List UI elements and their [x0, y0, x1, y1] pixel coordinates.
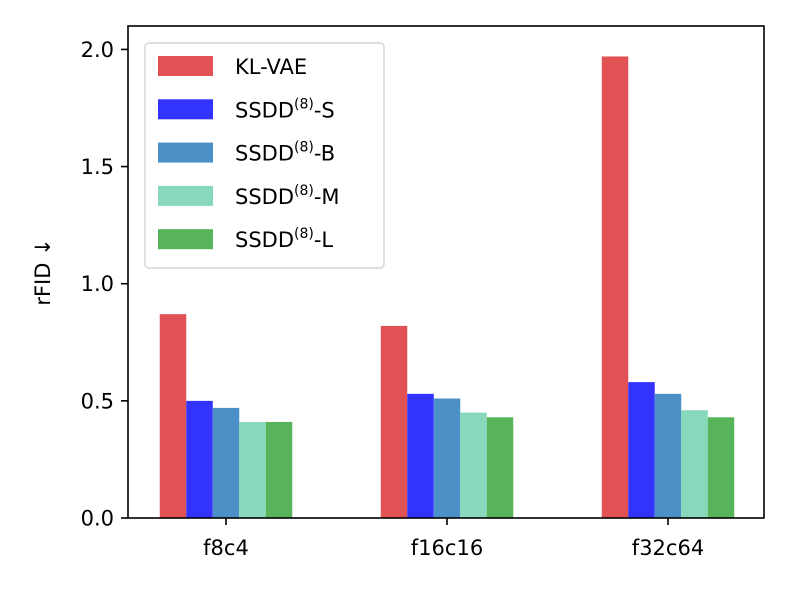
y-tick-label: 0.5: [81, 389, 114, 413]
y-axis: 0.0 0.5 1.0 1.5 2.0: [81, 38, 128, 531]
legend-swatch: [158, 142, 213, 163]
y-tick-label: 0.0: [81, 507, 114, 531]
x-tick-label: f8c4: [203, 536, 249, 560]
bar-f8c4-SSDD(8)-S: [186, 400, 213, 518]
bar-f8c4-SSDD(8)-B: [212, 407, 240, 518]
bar-f16c16-SSDD(8)-L: [486, 417, 514, 518]
legend-label: SSDD(8)-S: [235, 96, 335, 122]
bar-f8c4-SSDD(8)-M: [239, 421, 266, 518]
bar-f32c64-SSDD(8)-S: [628, 382, 655, 518]
bar-f8c4-SSDD(8)-L: [265, 421, 293, 518]
y-axis-label: rFID ↓: [31, 238, 55, 305]
legend-swatch: [158, 185, 213, 206]
plot-frame: [127, 25, 765, 519]
bar-f16c16-KL-VAE: [380, 325, 408, 518]
x-axis: f8c4 f16c16 f32c64: [203, 518, 704, 560]
bar-f16c16-SSDD(8)-M: [460, 412, 487, 518]
legend-label: KL-VAE: [235, 55, 307, 79]
legend-swatch: [158, 56, 213, 76]
legend-box: [144, 42, 385, 269]
x-tick-label: f32c64: [632, 536, 704, 560]
legend-label: SSDD(8)-B: [235, 140, 335, 166]
bar-f32c64-KL-VAE: [601, 56, 629, 519]
y-tick-label: 2.0: [81, 38, 114, 62]
legend-swatch: [158, 229, 213, 250]
y-tick-label: 1.0: [81, 272, 114, 296]
bar-f32c64-SSDD(8)-M: [681, 410, 708, 518]
bar-f16c16-SSDD(8)-B: [433, 398, 461, 518]
legend: KL-VAE SSDD(8)-S SSDD(8)-B SSDD(8)-M SSDD(8)…: [144, 42, 385, 269]
x-tick-label: f16c16: [411, 536, 483, 560]
legend-label: SSDD(8)-L: [235, 226, 333, 252]
bar-f32c64-SSDD(8)-L: [707, 417, 735, 518]
bar-f8c4-KL-VAE: [159, 314, 187, 518]
bar-f32c64-SSDD(8)-B: [654, 393, 682, 518]
legend-label: SSDD(8)-M: [235, 183, 340, 209]
y-tick-label: 1.5: [81, 155, 114, 179]
legend-swatch: [158, 99, 213, 120]
bar-f16c16-SSDD(8)-S: [407, 393, 434, 518]
bars-group: [159, 56, 735, 519]
